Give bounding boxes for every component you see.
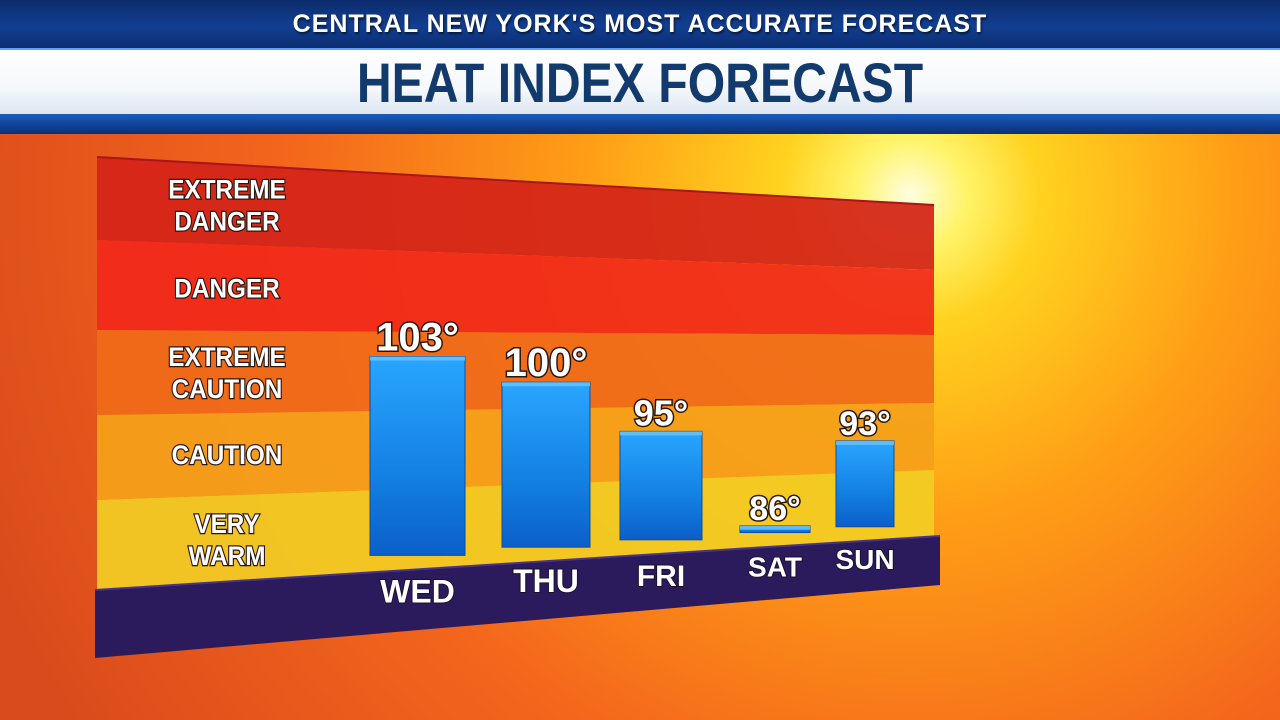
zone-label: DANGER (174, 275, 280, 304)
zone-label: CAUTION (172, 375, 283, 404)
bar-highlight (740, 525, 810, 530)
tagline: CENTRAL NEW YORK'S MOST ACCURATE FORECAS… (292, 10, 988, 38)
zone-label: DANGER (174, 207, 280, 236)
chart-base-edge (94, 535, 941, 591)
page-title: HEAT INDEX FORECAST (356, 51, 924, 114)
value-label: 93° (839, 405, 890, 443)
bar-highlight (836, 440, 894, 445)
zone-label: EXTREME (168, 175, 285, 204)
day-label: FRI (637, 560, 685, 593)
day-label: THU (513, 563, 579, 599)
zone-label: CAUTION (172, 441, 283, 470)
zone-band (97, 157, 934, 270)
bar-highlight (620, 431, 702, 436)
title-band: HEAT INDEX FORECAST (0, 50, 1280, 114)
zone-label: EXTREME (168, 343, 285, 372)
chart-base (95, 536, 940, 658)
bar (369, 356, 466, 556)
value-label: 86° (749, 490, 800, 528)
day-label: WED (380, 573, 455, 609)
bar (501, 381, 591, 548)
bar-highlight (502, 382, 590, 387)
bar-highlight (370, 356, 465, 361)
value-label: 100° (505, 341, 588, 385)
bar (835, 440, 895, 528)
day-label: SUN (835, 544, 894, 575)
value-label: 95° (634, 392, 688, 433)
value-label: 103° (376, 316, 459, 360)
zone-label: WARM (189, 542, 266, 571)
zone-label: VERY (194, 510, 259, 539)
title-underline-band (0, 114, 1280, 134)
bar (619, 430, 703, 541)
zone-band (97, 240, 934, 335)
panel-top-edge (96, 156, 935, 206)
top-banner: CENTRAL NEW YORK'S MOST ACCURATE FORECAS… (0, 0, 1280, 50)
zone-band (97, 330, 934, 415)
day-label: SAT (748, 552, 802, 583)
